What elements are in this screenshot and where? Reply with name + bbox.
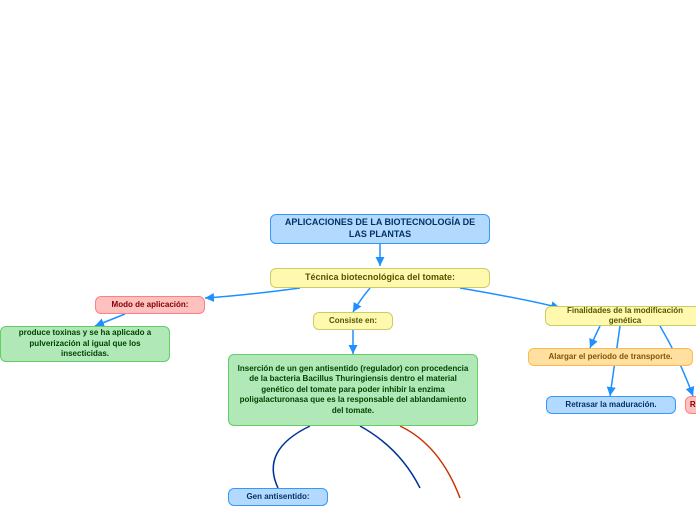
node-insercion[interactable]: Inserción de un gen antisentido (regulad…	[228, 354, 478, 426]
connector-layer	[0, 0, 696, 520]
node-root[interactable]: APLICACIONES DE LA BIOTECNOLOGÍA DE LAS …	[270, 214, 490, 244]
node-toxinas[interactable]: produce toxinas y se ha aplicado a pulve…	[0, 326, 170, 362]
node-tecnica[interactable]: Técnica biotecnológica del tomate:	[270, 268, 490, 288]
node-retrasar[interactable]: Retrasar la maduración.	[546, 396, 676, 414]
node-finalidades[interactable]: Finalidades de la modificación genética	[545, 306, 696, 326]
node-modo[interactable]: Modo de aplicación:	[95, 296, 205, 314]
node-re[interactable]: Re	[685, 396, 696, 414]
node-alargar[interactable]: Alargar el periodo de transporte.	[528, 348, 693, 366]
node-consiste[interactable]: Consiste en:	[313, 312, 393, 330]
node-gen[interactable]: Gen antisentido:	[228, 488, 328, 506]
